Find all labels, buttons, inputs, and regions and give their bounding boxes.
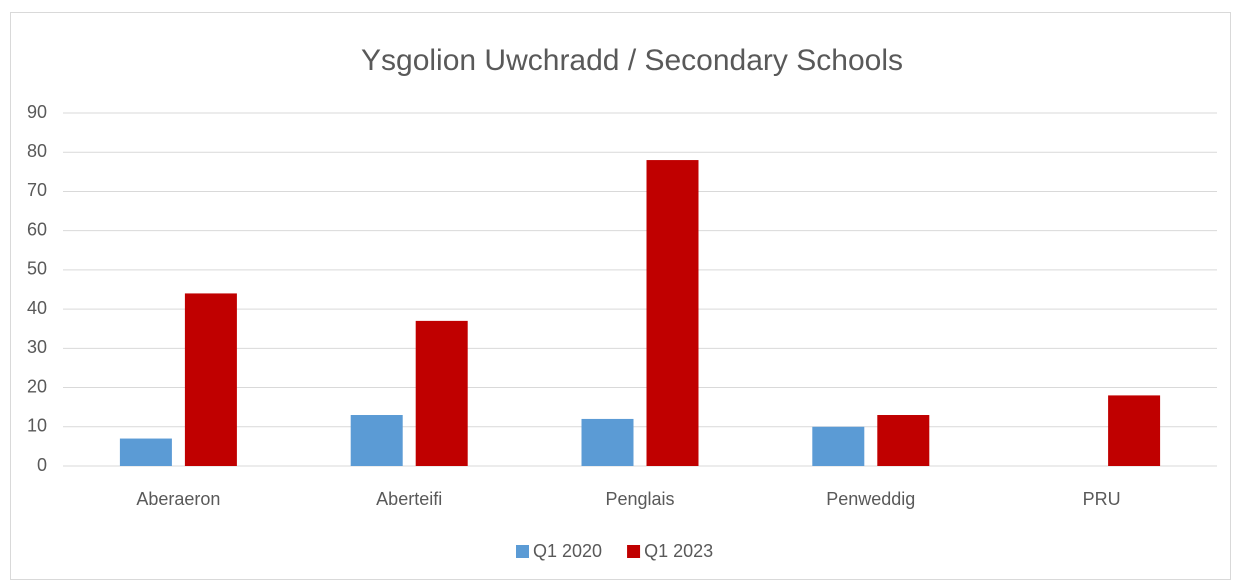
bar — [415, 320, 468, 466]
bar — [184, 293, 237, 466]
y-tick-label: 40 — [27, 298, 47, 318]
y-tick-label: 0 — [37, 455, 47, 475]
x-tick-label: Aberteifi — [376, 489, 442, 509]
x-tick-label: Penglais — [605, 489, 674, 509]
chart-title: Ysgolion Uwchradd / Secondary Schools — [361, 44, 903, 77]
y-tick-label: 70 — [27, 180, 47, 200]
y-tick-label: 60 — [27, 219, 47, 239]
legend-label: Q1 2023 — [644, 541, 713, 561]
x-tick-label: Penweddig — [826, 489, 915, 509]
bar — [877, 415, 930, 466]
y-tick-label: 50 — [27, 259, 47, 279]
bar — [646, 160, 699, 467]
y-tick-label: 30 — [27, 337, 47, 357]
legend-swatch — [627, 545, 641, 558]
bar — [581, 418, 634, 466]
legend-swatch — [516, 545, 529, 558]
y-tick-label: 10 — [27, 416, 47, 436]
bar — [350, 415, 403, 466]
y-tick-label: 90 — [27, 102, 47, 122]
legend-label: Q1 2020 — [533, 541, 602, 561]
x-tick-label: Aberaeron — [136, 489, 220, 509]
y-tick-label: 80 — [27, 141, 47, 161]
x-tick-label: PRU — [1083, 489, 1121, 509]
bar — [1108, 395, 1161, 466]
bar — [812, 426, 865, 466]
y-tick-label: 20 — [27, 376, 47, 396]
bar — [119, 438, 172, 466]
